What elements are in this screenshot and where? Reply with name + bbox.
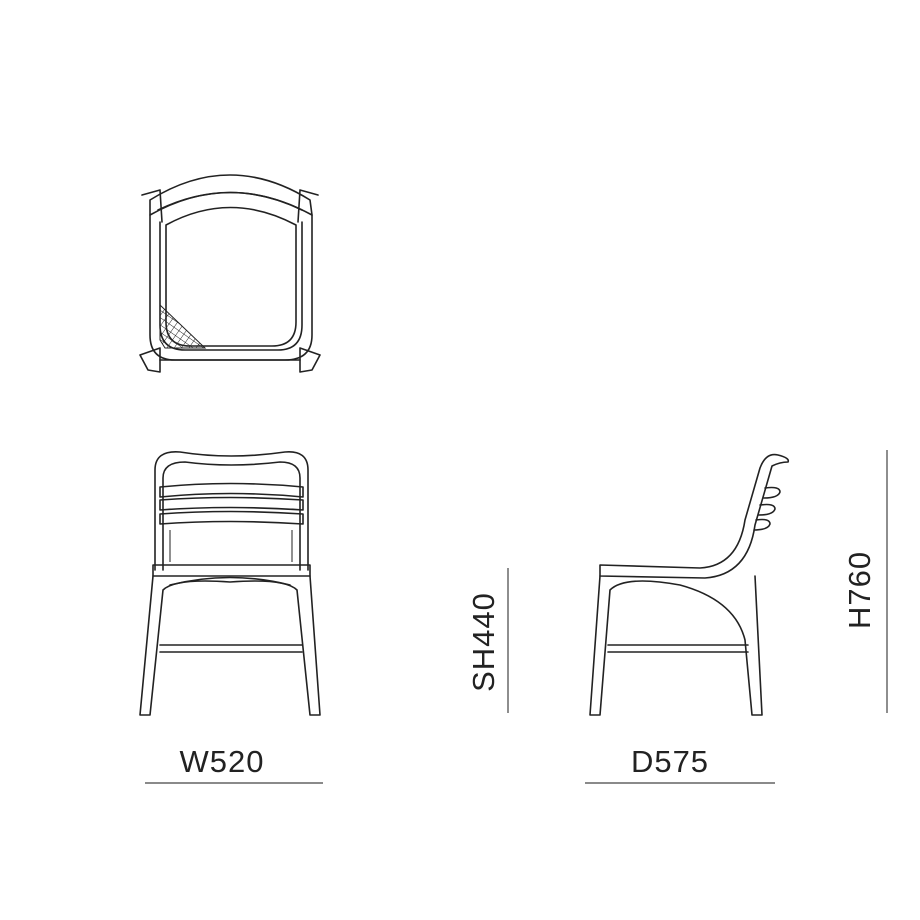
width-label: W520 <box>180 744 265 779</box>
depth-label: D575 <box>631 744 709 779</box>
top-view <box>139 174 321 373</box>
side-view <box>589 453 790 716</box>
seat-height-label: SH440 <box>466 592 501 692</box>
front-view <box>139 451 321 716</box>
height-label: H760 <box>842 551 877 629</box>
